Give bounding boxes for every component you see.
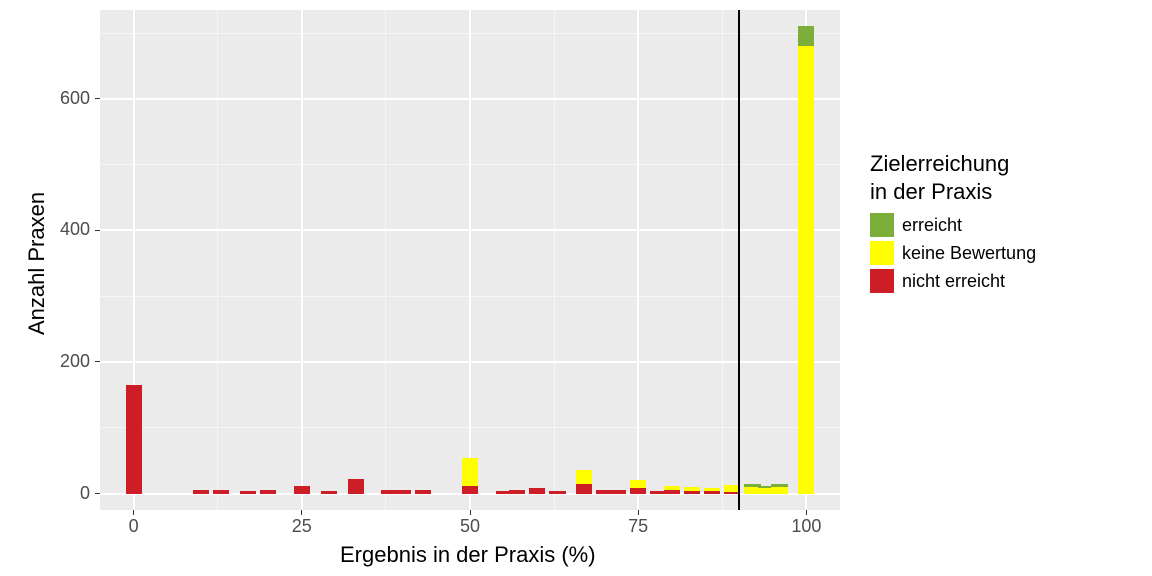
bar-segment: [704, 488, 720, 491]
bar-segment: [321, 491, 337, 494]
legend-label: nicht erreicht: [902, 271, 1005, 292]
bar-segment: [798, 26, 814, 46]
bar-segment: [704, 491, 720, 494]
y-tick: [95, 98, 100, 99]
x-tick-label: 0: [119, 516, 149, 537]
x-tick-label: 25: [287, 516, 317, 537]
bar-segment: [549, 491, 565, 494]
bar-segment: [462, 486, 478, 494]
bar-segment: [576, 484, 592, 493]
bar-segment: [771, 484, 787, 487]
x-axis-title: Ergebnis in der Praxis (%): [340, 542, 596, 568]
y-tick-label: 600: [45, 88, 90, 109]
bar-segment: [529, 488, 545, 493]
x-tick-label: 50: [455, 516, 485, 537]
bar-segment: [395, 490, 411, 494]
bar-segment: [240, 491, 256, 494]
x-tick: [638, 510, 639, 515]
legend-title: Zielerreichung in der Praxis: [870, 150, 1036, 205]
legend: Zielerreichung in der Praxis erreicht kei…: [870, 150, 1036, 297]
y-tick: [95, 230, 100, 231]
bar-segment: [798, 46, 814, 493]
y-grid-major: [100, 98, 840, 100]
reference-vline: [738, 10, 740, 510]
bar-segment: [576, 470, 592, 484]
y-tick: [95, 493, 100, 494]
x-tick: [133, 510, 134, 515]
bar-segment: [630, 488, 646, 493]
x-grid-major: [469, 10, 471, 510]
bar-segment: [664, 490, 680, 494]
bar-segment: [771, 487, 787, 494]
bar-segment: [630, 480, 646, 488]
bar-segment: [260, 490, 276, 494]
bar-segment: [664, 486, 680, 490]
x-grid-minor: [554, 10, 555, 510]
bar-segment: [193, 490, 209, 493]
legend-label: keine Bewertung: [902, 243, 1036, 264]
x-tick: [806, 510, 807, 515]
y-tick-label: 0: [45, 483, 90, 504]
bar-segment: [213, 490, 229, 494]
bar-segment: [415, 490, 431, 493]
bar-segment: [684, 491, 700, 494]
legend-title-line1: Zielerreichung: [870, 151, 1009, 176]
x-tick-label: 75: [623, 516, 653, 537]
x-grid-minor: [722, 10, 723, 510]
bar-segment: [610, 490, 626, 494]
x-grid-minor: [217, 10, 218, 510]
x-tick-label: 100: [791, 516, 821, 537]
bar-segment: [126, 385, 142, 494]
legend-swatch: [870, 269, 894, 293]
x-tick: [470, 510, 471, 515]
x-grid-minor: [385, 10, 386, 510]
legend-item: erreicht: [870, 213, 1036, 237]
x-grid-major: [301, 10, 303, 510]
legend-item: nicht erreicht: [870, 269, 1036, 293]
legend-swatch: [870, 213, 894, 237]
chart-figure: Zielerreichung in der Praxis erreicht kei…: [0, 0, 1152, 576]
bar-segment: [509, 490, 525, 494]
bar-segment: [348, 479, 364, 493]
y-grid-major: [100, 361, 840, 363]
legend-swatch: [870, 241, 894, 265]
y-tick-label: 200: [45, 351, 90, 372]
legend-label: erreicht: [902, 215, 962, 236]
legend-item: keine Bewertung: [870, 241, 1036, 265]
y-tick: [95, 361, 100, 362]
y-axis-title: Anzahl Praxen: [24, 192, 50, 335]
bar-segment: [294, 486, 310, 494]
legend-title-line2: in der Praxis: [870, 179, 992, 204]
y-tick-label: 400: [45, 219, 90, 240]
x-grid-major: [637, 10, 639, 510]
plot-panel: [100, 10, 840, 510]
bar-segment: [684, 487, 700, 491]
x-tick: [301, 510, 302, 515]
bar-segment: [462, 458, 478, 486]
y-grid-major: [100, 229, 840, 231]
